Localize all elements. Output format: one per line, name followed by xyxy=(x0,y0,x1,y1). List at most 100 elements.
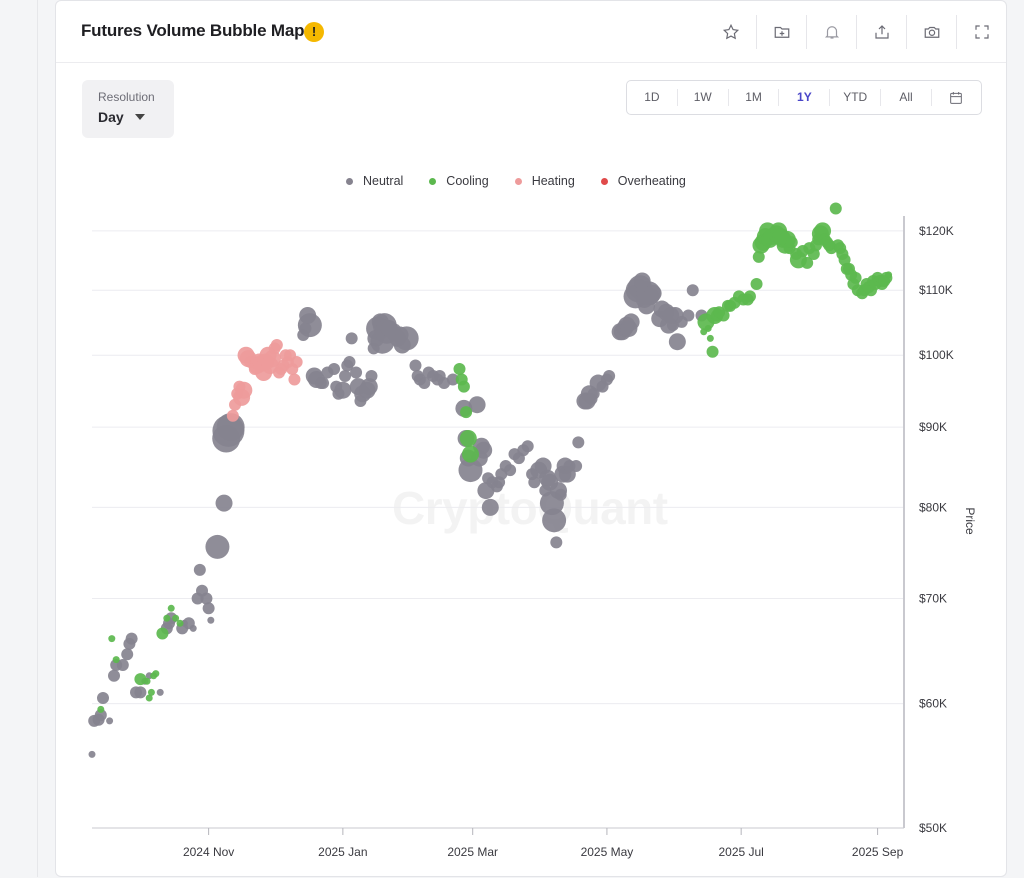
bubble-neutral xyxy=(365,369,378,382)
date-picker-button[interactable] xyxy=(930,89,981,106)
y-tick-label: $60K xyxy=(919,697,947,711)
bell-icon xyxy=(824,26,839,39)
bubble-neutral xyxy=(343,356,356,369)
bubble-neutral xyxy=(682,309,695,322)
y-tick-label: $110K xyxy=(919,283,953,297)
bubble-neutral xyxy=(299,306,317,324)
range-1y[interactable]: 1Y xyxy=(778,89,829,106)
bubble-neutral xyxy=(317,377,330,390)
bubble-neutral xyxy=(350,366,363,379)
bubble-cooling xyxy=(849,271,862,284)
x-tick-label: 2024 Nov xyxy=(183,845,234,859)
left-strip xyxy=(0,0,38,877)
exclamation-icon[interactable]: ! xyxy=(304,22,324,42)
bubble-heating xyxy=(270,339,283,352)
card-header: Futures Volume Bubble Map ! xyxy=(56,1,1006,63)
x-tick-label: 2025 Jan xyxy=(318,845,367,859)
bubble-neutral xyxy=(205,534,230,559)
bubble-heating xyxy=(288,373,301,386)
bubble-neutral xyxy=(542,508,567,533)
bubble-cooling xyxy=(152,670,160,678)
toolbar xyxy=(706,15,1006,49)
bubble-neutral xyxy=(156,688,164,696)
legend-marker-overheating xyxy=(600,177,608,185)
bubble-heating xyxy=(290,356,303,369)
bubble-neutral xyxy=(106,717,114,725)
legend-overheating[interactable]: Overheating xyxy=(600,174,686,188)
bubble-neutral xyxy=(360,378,378,396)
legend-label-neutral: Neutral xyxy=(363,174,404,188)
legend-neutral[interactable]: Neutral xyxy=(346,174,403,188)
bubble-cooling xyxy=(885,271,893,279)
bubble-cooling xyxy=(829,202,842,215)
range-1m[interactable]: 1M xyxy=(727,89,779,106)
bubble-neutral xyxy=(418,377,431,390)
bubble-neutral xyxy=(339,369,352,382)
bubble-neutral xyxy=(134,686,147,699)
bubble-cooling xyxy=(156,627,169,640)
add-to-folder-button[interactable] xyxy=(756,15,806,49)
y-tick-label: $90K xyxy=(919,420,947,434)
bubble-heating xyxy=(235,381,253,399)
bubble-cooling xyxy=(706,345,719,358)
y-tick-label: $70K xyxy=(919,591,947,605)
chart-card: Futures Volume Bubble Map ! Resolutio xyxy=(55,0,1007,877)
y-tick-label: $100K xyxy=(919,348,954,362)
legend-marker-cooling xyxy=(429,177,437,185)
bubble-neutral xyxy=(297,329,310,342)
alert-button[interactable] xyxy=(806,15,856,49)
bubble-neutral xyxy=(622,313,640,331)
bubble-neutral xyxy=(468,396,486,414)
bubble-cooling xyxy=(453,362,466,375)
time-range-selector: 1D 1W 1M 1Y YTD All xyxy=(626,80,982,115)
bubble-cooling xyxy=(752,250,765,263)
bubble-cooling xyxy=(750,278,763,291)
resolution-label: Resolution xyxy=(98,90,155,104)
chart-title: Futures Volume Bubble Map xyxy=(81,21,305,40)
legend-label-cooling: Cooling xyxy=(446,174,489,188)
fullscreen-button[interactable] xyxy=(956,15,1006,49)
legend-cooling[interactable]: Cooling xyxy=(429,174,489,188)
star-button[interactable] xyxy=(706,15,756,49)
bubble-heating xyxy=(226,409,239,422)
resolution-dropdown[interactable]: Resolution Day xyxy=(82,80,174,138)
range-ytd[interactable]: YTD xyxy=(829,89,880,106)
bubble-cooling xyxy=(108,635,116,643)
x-tick-label: 2025 Sep xyxy=(852,845,904,859)
bubble-neutral xyxy=(193,563,206,576)
share-icon xyxy=(874,25,889,39)
legend-label-overheating: Overheating xyxy=(617,174,686,188)
bubble-cooling xyxy=(459,430,477,448)
range-1w[interactable]: 1W xyxy=(676,89,728,106)
bubble-neutral xyxy=(202,602,215,615)
legend-heating[interactable]: Heating xyxy=(514,174,575,188)
bubble-cooling xyxy=(706,334,714,342)
bubble-neutral xyxy=(572,436,585,449)
bubble-neutral xyxy=(94,709,107,722)
bubble-neutral xyxy=(686,284,699,297)
bubble-neutral xyxy=(521,440,534,453)
legend-label-heating: Heating xyxy=(531,174,575,188)
bubble-heating xyxy=(263,350,281,368)
bubble-cooling xyxy=(172,614,180,622)
x-tick-label: 2025 Mar xyxy=(447,845,498,859)
range-all[interactable]: All xyxy=(880,89,931,106)
legend-marker-heating xyxy=(514,177,522,185)
bubble-neutral xyxy=(108,669,121,682)
bubble-cooling xyxy=(717,309,730,322)
bubble-neutral xyxy=(528,476,541,489)
share-button[interactable] xyxy=(856,15,906,49)
bubble-neutral xyxy=(334,381,352,399)
bubble-cooling xyxy=(743,290,756,303)
bubble-neutral xyxy=(446,373,459,386)
bubble-neutral xyxy=(394,326,419,351)
bubble-neutral xyxy=(668,333,686,351)
bubble-cooling xyxy=(460,406,473,419)
x-tick-label: 2025 May xyxy=(581,845,634,859)
range-1d[interactable]: 1D xyxy=(644,90,660,104)
bubble-neutral xyxy=(97,691,110,704)
bubble-neutral xyxy=(481,498,499,516)
bubble-cooling xyxy=(801,256,814,269)
folder-plus-icon xyxy=(774,26,789,38)
screenshot-button[interactable] xyxy=(906,15,956,49)
